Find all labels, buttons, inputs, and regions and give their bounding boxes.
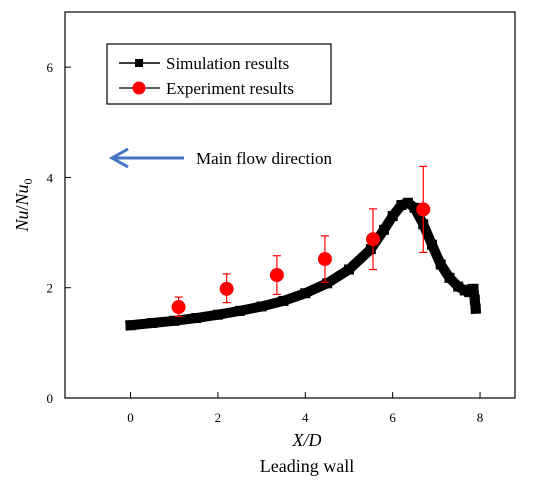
y-tick-label-3: 6 (47, 60, 54, 75)
experiment-point (416, 202, 431, 217)
x-axis-label: X/D (292, 430, 322, 450)
experiment-series (171, 165, 431, 317)
legend-box (106, 43, 332, 105)
y-axis-label: Nu/Nu0 (12, 178, 35, 232)
simulation-point (426, 239, 437, 250)
y-tick-label-0: 0 (47, 391, 54, 406)
simulation-point (469, 294, 480, 305)
legend-exp-marker (132, 81, 146, 95)
simulation-point (365, 244, 376, 255)
x-tick-label-2: 4 (302, 410, 309, 425)
x-axis-sublabel: Leading wall (260, 456, 354, 476)
experiment-point (171, 300, 186, 315)
simulation-point (125, 320, 136, 331)
simulation-point (256, 301, 267, 312)
simulation-point (169, 315, 180, 326)
y-tick-label-2: 4 (47, 170, 54, 185)
simulation-point (212, 309, 223, 320)
y-tick-label-1: 2 (47, 281, 54, 296)
simulation-point (234, 305, 245, 316)
simulation-point (396, 200, 407, 210)
x-tick-label-3: 6 (389, 410, 396, 425)
experiment-point (219, 281, 234, 296)
simulation-point (444, 272, 455, 283)
legend: Simulation results Experiment results (106, 43, 332, 105)
simulation-point (343, 264, 354, 275)
simulation-point (468, 283, 479, 294)
simulation-point (453, 281, 464, 292)
simulation-point (402, 197, 413, 208)
flow-annotation: Main flow direction (108, 147, 332, 169)
experiment-point (317, 252, 332, 267)
flow-annotation-label: Main flow direction (196, 149, 332, 168)
simulation-point (387, 211, 398, 222)
simulation-point (378, 224, 389, 235)
simulation-point (191, 313, 202, 324)
plot-frame (64, 11, 516, 399)
flow-arrow-head-icon (108, 147, 129, 169)
x-tick-label-4: 8 (477, 410, 484, 425)
simulation-point (300, 288, 311, 299)
simulation-point (278, 295, 289, 306)
simulation-point (147, 318, 158, 329)
simulation-point (322, 278, 333, 289)
legend-sim-label: Simulation results (166, 54, 289, 73)
experiment-point (269, 268, 284, 283)
x-tick-label-1: 2 (215, 410, 222, 425)
legend-exp-label: Experiment results (166, 79, 294, 98)
simulation-series (125, 197, 482, 331)
simulation-point (409, 202, 420, 213)
legend-sim-marker (135, 59, 143, 67)
simulation-point (470, 303, 481, 314)
simulation-point (435, 259, 446, 270)
experiment-point (366, 232, 381, 247)
x-tick-label-0: 0 (127, 410, 134, 425)
axis-ticks: 0 2 4 6 8 0 2 4 6 (47, 60, 484, 425)
